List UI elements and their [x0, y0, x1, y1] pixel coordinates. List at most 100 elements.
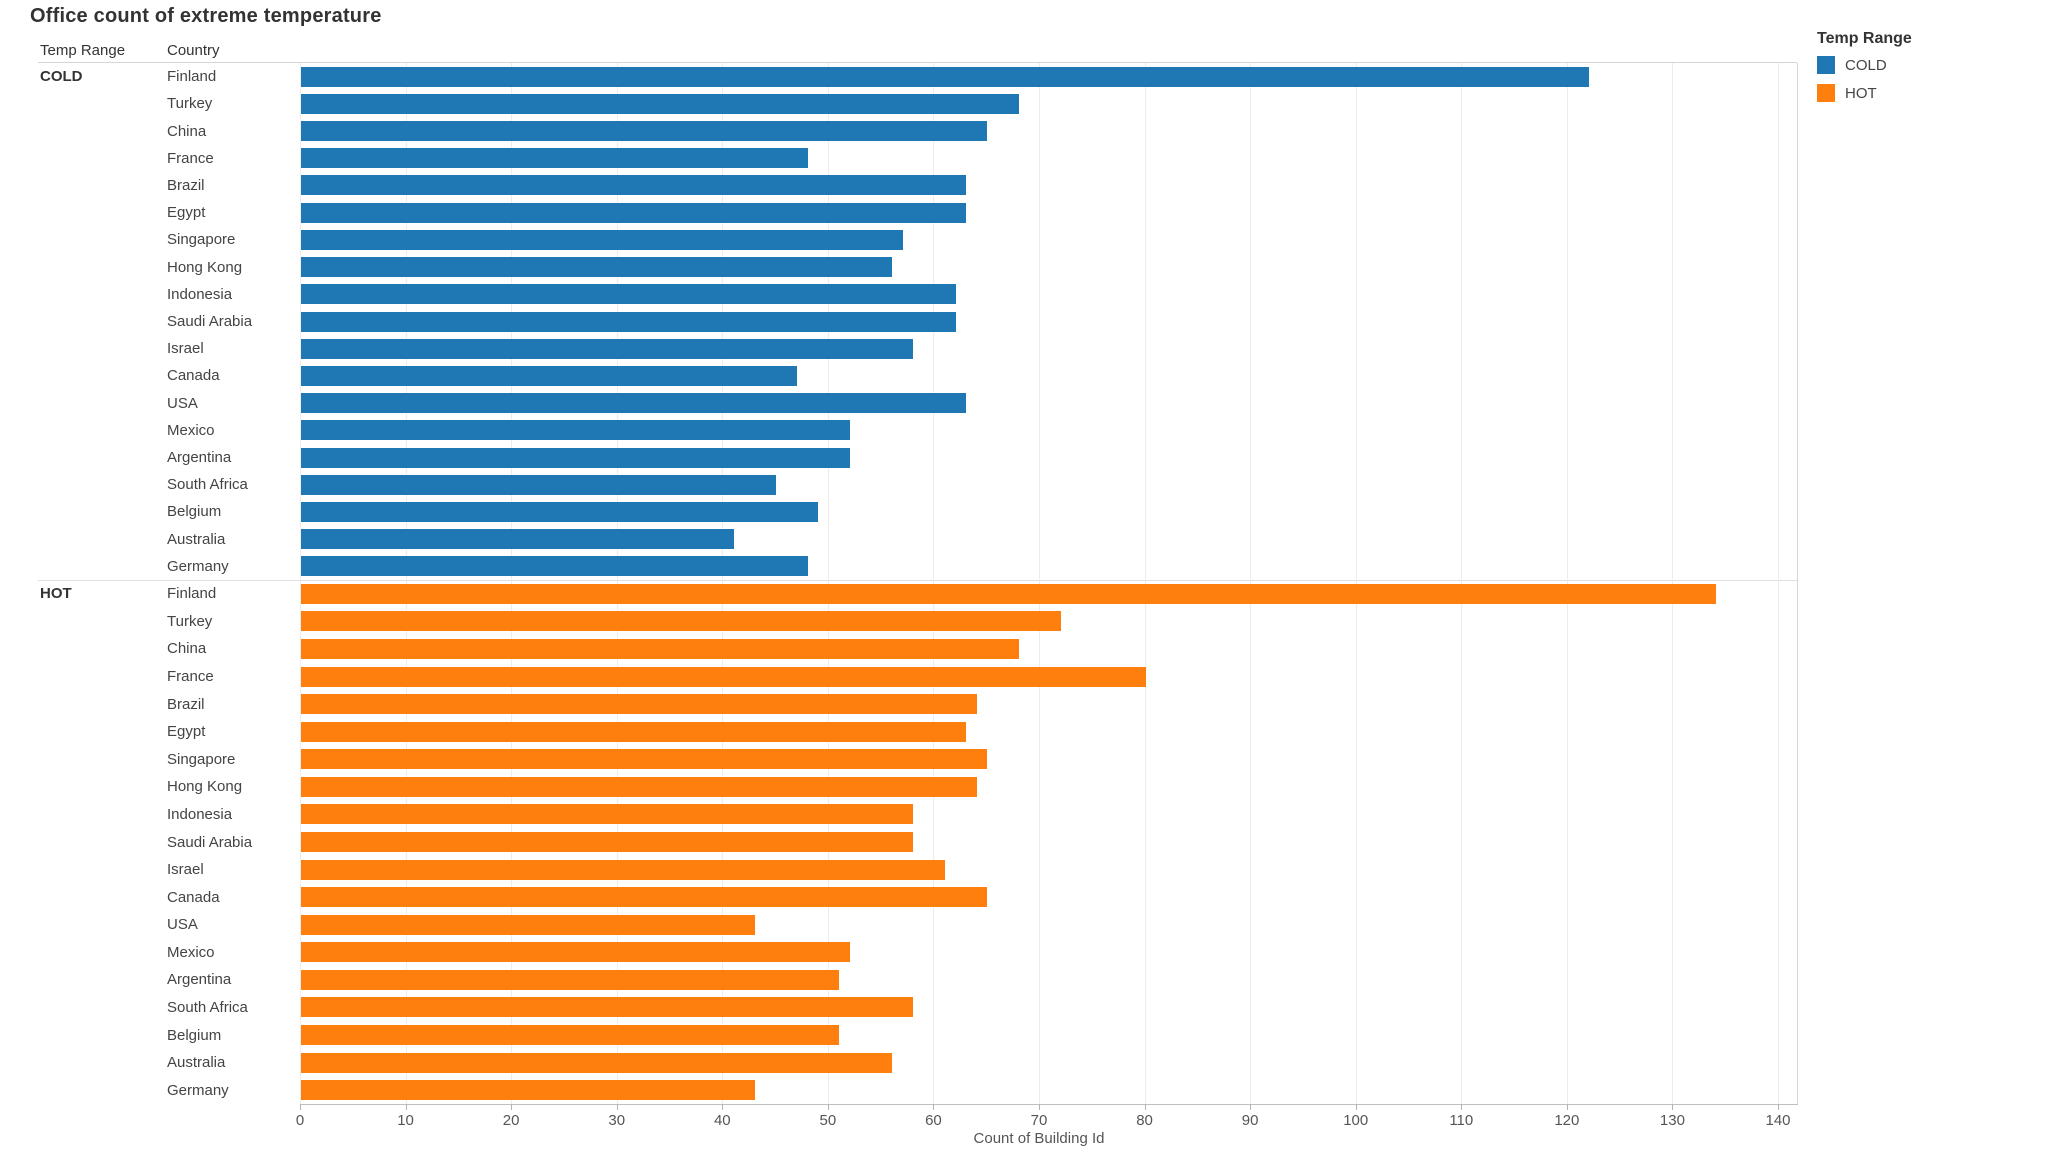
bar-hot-turkey[interactable]: [301, 611, 1062, 632]
bar-cold-south-africa[interactable]: [301, 474, 777, 495]
row-label-country[interactable]: Israel: [167, 340, 204, 358]
bar-cold-turkey[interactable]: [301, 93, 1019, 114]
row-label-country[interactable]: Saudi Arabia: [167, 833, 253, 851]
bar-cold-mexico[interactable]: [301, 420, 850, 441]
bar-cold-saudi-arabia[interactable]: [301, 311, 956, 332]
row-label-country[interactable]: Belgium: [167, 1026, 222, 1044]
bar-cold-usa[interactable]: [301, 393, 967, 414]
bar-hot-israel[interactable]: [301, 859, 945, 880]
bar-cold-brazil[interactable]: [301, 175, 967, 196]
legend-item-cold[interactable]: COLD: [1817, 56, 2037, 74]
row-label-country[interactable]: Singapore: [167, 231, 236, 249]
row-label-country[interactable]: Australia: [167, 1054, 226, 1072]
bar-cold-finland[interactable]: [301, 66, 1589, 87]
row-label-country[interactable]: Brazil: [167, 695, 205, 713]
row-label-country[interactable]: Germany: [167, 557, 229, 575]
row-label-country[interactable]: France: [167, 668, 214, 686]
bar-hot-china[interactable]: [301, 638, 1019, 659]
x-tick-label: 60: [925, 1112, 942, 1129]
legend-item-label: COLD: [1845, 56, 1887, 74]
bar-hot-indonesia[interactable]: [301, 804, 914, 825]
row-label-country[interactable]: Saudi Arabia: [167, 313, 253, 330]
x-tick-label: 120: [1554, 1112, 1580, 1129]
cold-color-swatch: [1817, 56, 1835, 74]
row-label-country[interactable]: Singapore: [167, 750, 236, 768]
bar-cold-indonesia[interactable]: [301, 284, 956, 305]
bar-hot-brazil[interactable]: [301, 694, 977, 715]
row-label-country[interactable]: Canada: [167, 367, 220, 385]
axis-tick: [511, 1104, 513, 1110]
row-label-country[interactable]: South Africa: [167, 476, 248, 494]
row-label-country[interactable]: Brazil: [167, 176, 205, 194]
gridline: [933, 63, 935, 1104]
bar-cold-germany[interactable]: [301, 556, 808, 577]
row-label-country[interactable]: Argentina: [167, 449, 232, 467]
row-label-country[interactable]: Germany: [167, 1081, 229, 1099]
row-label-country[interactable]: China: [167, 122, 207, 140]
gridline: [1039, 63, 1040, 1104]
row-label-country[interactable]: Argentina: [167, 971, 232, 989]
bar-hot-saudi-arabia[interactable]: [301, 832, 914, 852]
row-label-country[interactable]: USA: [167, 916, 198, 934]
bar-hot-australia[interactable]: [301, 1052, 893, 1073]
bar-hot-france[interactable]: [301, 666, 1146, 687]
bar-hot-usa[interactable]: [301, 914, 755, 935]
row-label-country[interactable]: Hong Kong: [167, 778, 243, 796]
row-label-country[interactable]: Canada: [167, 888, 220, 906]
bar-hot-belgium[interactable]: [301, 1025, 840, 1046]
row-label-country[interactable]: Turkey: [167, 95, 213, 113]
gridline: [616, 63, 618, 1104]
row-label-country[interactable]: Hong Kong: [167, 258, 243, 276]
row-label-country[interactable]: Australia: [167, 530, 226, 548]
bar-cold-canada[interactable]: [301, 365, 798, 386]
bar-hot-canada[interactable]: [301, 887, 988, 908]
x-tick-label: 50: [819, 1112, 837, 1129]
bar-hot-hong-kong[interactable]: [301, 776, 977, 797]
bar-hot-mexico[interactable]: [301, 942, 850, 963]
group-label-hot[interactable]: HOT: [40, 584, 72, 602]
bar-cold-singapore[interactable]: [301, 229, 903, 250]
row-label-country[interactable]: Indonesia: [167, 805, 233, 823]
bar-cold-egypt[interactable]: [301, 202, 967, 223]
bar-cold-argentina[interactable]: [301, 447, 850, 468]
row-label-country[interactable]: Egypt: [167, 204, 206, 222]
axis-tick: [1039, 1104, 1040, 1110]
legend: Temp Range COLD HOT: [1817, 30, 2037, 112]
row-label-country[interactable]: South Africa: [167, 998, 248, 1016]
row-label-country[interactable]: Finland: [167, 68, 217, 86]
bar-hot-finland[interactable]: [301, 583, 1716, 604]
x-axis-line: [300, 1104, 1798, 1105]
bar-cold-france[interactable]: [301, 148, 808, 169]
x-tick-label: 0: [295, 1112, 305, 1129]
row-label-country[interactable]: Mexico: [167, 943, 215, 961]
row-label-country[interactable]: Belgium: [167, 503, 222, 521]
bar-cold-belgium[interactable]: [301, 501, 819, 522]
row-label-country[interactable]: Turkey: [167, 612, 213, 630]
legend-title: Temp Range: [1817, 30, 1912, 47]
legend-item-hot[interactable]: HOT: [1817, 84, 2037, 102]
row-label-country[interactable]: Israel: [167, 861, 204, 879]
row-label-country[interactable]: Mexico: [167, 421, 215, 439]
bar-hot-germany[interactable]: [301, 1080, 755, 1101]
column-header-temp-range: Temp Range: [40, 42, 126, 59]
bar-hot-argentina[interactable]: [301, 969, 840, 990]
group-label-cold[interactable]: COLD: [40, 67, 83, 85]
row-label-country[interactable]: China: [167, 640, 207, 658]
bar-cold-hong-kong[interactable]: [301, 257, 893, 278]
bar-hot-singapore[interactable]: [301, 749, 988, 770]
row-label-country[interactable]: Finland: [167, 585, 217, 603]
row-label-country[interactable]: France: [167, 149, 214, 167]
x-tick-label: 100: [1343, 1112, 1369, 1129]
bar-hot-egypt[interactable]: [301, 721, 967, 742]
gridline: [1778, 63, 1779, 1104]
row-label-country[interactable]: USA: [167, 394, 198, 412]
row-label-country[interactable]: Egypt: [167, 723, 206, 741]
bar-cold-china[interactable]: [301, 121, 988, 142]
row-label-country[interactable]: Indonesia: [167, 285, 233, 303]
bar-cold-australia[interactable]: [301, 529, 734, 550]
bar-hot-south-africa[interactable]: [301, 997, 914, 1018]
axis-tick: [1566, 1104, 1568, 1110]
bar-cold-israel[interactable]: [301, 338, 914, 359]
x-tick-label: 20: [502, 1112, 520, 1129]
